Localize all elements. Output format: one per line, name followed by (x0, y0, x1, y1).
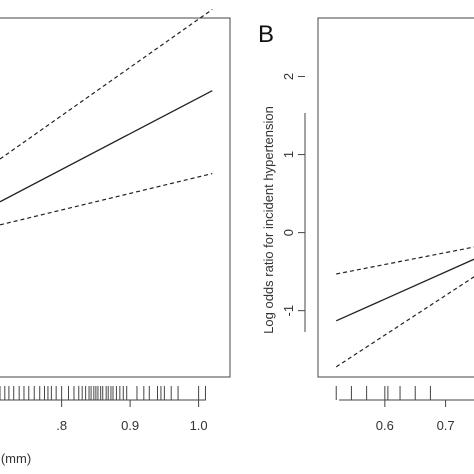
x-tick-label: .8 (56, 418, 67, 433)
panel-a-x-ticks: .8 0.9 1.0 (56, 400, 208, 433)
confidence-bound-line (0, 8, 213, 160)
panel-a-series (0, 8, 213, 226)
panel-b-y-axis-label: Log odds ratio for incident hypertension (261, 106, 276, 334)
y-tick-label: 2 (281, 73, 296, 80)
panel-b-plot-frame (317, 17, 474, 378)
panel-b-rug (335, 386, 431, 400)
panel-b-y-ticks: 2 1 0 -1 (281, 73, 305, 317)
panel-a: .8 0.9 1.0 e (mm) (0, 8, 231, 466)
panel-b-series (335, 246, 474, 368)
y-tick-label: 0 (281, 229, 296, 236)
x-tick-label: 0.6 (376, 418, 394, 433)
confidence-bound-line (335, 276, 474, 368)
panel-a-plot-frame (0, 17, 231, 378)
estimate-line (335, 258, 474, 322)
estimate-line (0, 90, 213, 203)
y-tick-label: -1 (281, 305, 296, 317)
panel-b-letter: B (258, 21, 274, 48)
x-tick-label: 1.0 (190, 418, 208, 433)
panel-a-rug (0, 386, 206, 400)
confidence-bound-line (0, 172, 213, 226)
y-tick-label: 1 (281, 151, 296, 158)
confidence-bound-line (336, 246, 474, 275)
panel-b-x-ticks: 0.6 0.7 (376, 400, 455, 433)
x-tick-label: 0.9 (121, 418, 139, 433)
x-tick-label: 0.7 (437, 418, 455, 433)
panel-b: B 2 1 0 -1 0.6 0.7 Log odds ratio for incide… (258, 17, 474, 433)
panel-a-x-axis-label: e (mm) (0, 451, 31, 466)
